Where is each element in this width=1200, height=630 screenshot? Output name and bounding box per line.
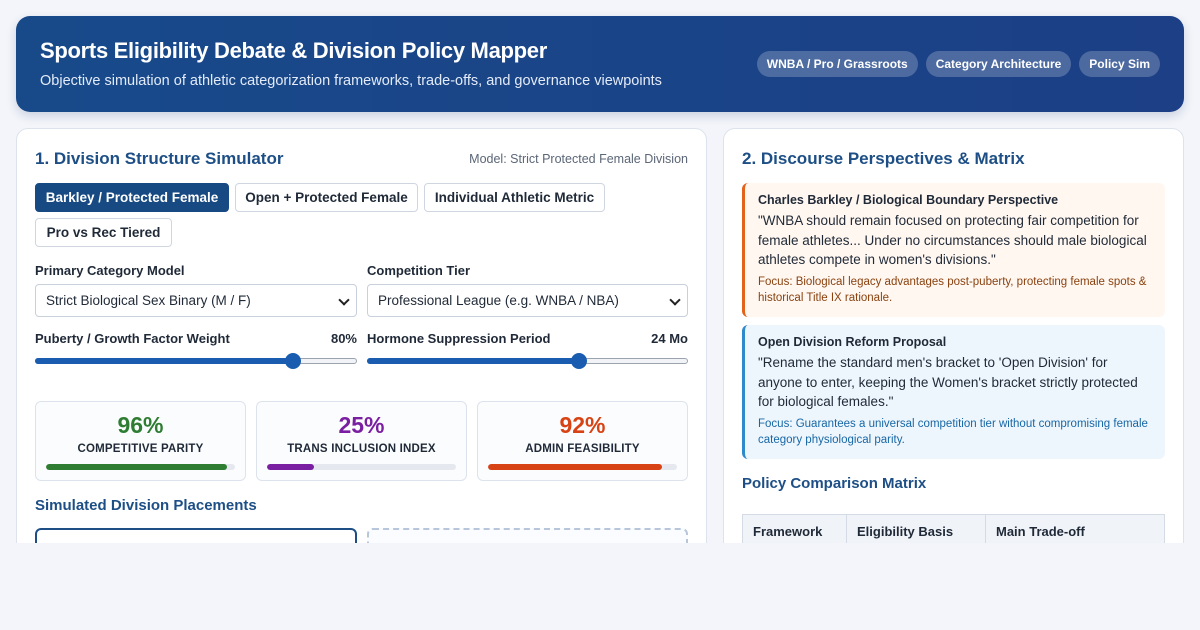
tag-policy-sim: Policy Sim (1079, 51, 1160, 77)
matrix-title: Policy Comparison Matrix (742, 475, 927, 492)
metric-bar (46, 464, 235, 470)
perspective-quote: "Rename the standard men's bracket to 'O… (758, 355, 1138, 409)
metric-value: 25% (338, 412, 385, 438)
metric-bar-fill (267, 464, 315, 470)
metric-label: TRANS INCLUSION INDEX (287, 443, 436, 455)
header-banner: Sports Eligibility Debate & Division Pol… (16, 16, 1184, 112)
preset-barkley-button[interactable]: Barkley / Protected Female (35, 183, 229, 212)
perspective-heading: Open Division Reform Proposal (758, 335, 947, 349)
chevron-down-icon (669, 294, 681, 306)
preset-open-protected-button[interactable]: Open + Protected Female (235, 183, 418, 212)
competition-tier-value: Professional League (e.g. WNBA / NBA) (378, 293, 619, 308)
competition-tier-select[interactable]: Professional League (e.g. WNBA / NBA) (367, 284, 688, 317)
category-model-select[interactable]: Strict Biological Sex Binary (M / F) (35, 284, 357, 317)
category-model-label: Primary Category Model (35, 263, 185, 278)
tag-category-architecture: Category Architecture (925, 51, 1072, 77)
metric-bar-fill (46, 464, 228, 470)
perspective-focus: Focus: Guarantees a universal competitio… (758, 417, 1148, 446)
placements-title: Simulated Division Placements (35, 497, 257, 514)
tag-wnba: WNBA / Pro / Grassroots (756, 51, 918, 77)
hormone-period-slider[interactable] (367, 353, 688, 369)
metric-value: 96% (117, 412, 164, 438)
slider-fill (35, 358, 293, 364)
simulator-title: 1. Division Structure Simulator (35, 149, 284, 168)
perspective-quote: "WNBA should remain focused on protectin… (758, 213, 1147, 267)
chevron-down-icon (338, 294, 350, 306)
viewport-cutoff (0, 543, 1200, 630)
puberty-weight-label: Puberty / Growth Factor Weight (35, 331, 230, 346)
perspective-focus: Focus: Biological legacy advantages post… (758, 275, 1147, 304)
metric-label: ADMIN FEASIBILITY (525, 443, 640, 455)
metric-card-feasibility: 92% ADMIN FEASIBILITY (477, 401, 688, 481)
metric-label: COMPETITIVE PARITY (77, 443, 204, 455)
category-model-value: Strict Biological Sex Binary (M / F) (46, 293, 251, 308)
slider-thumb[interactable] (284, 353, 301, 369)
metric-bar-fill (488, 464, 662, 470)
perspective-heading: Charles Barkley / Biological Boundary Pe… (758, 193, 1059, 207)
perspectives-title: 2. Discourse Perspectives & Matrix (742, 149, 1025, 168)
metric-bar (488, 464, 677, 470)
slider-thumb[interactable] (570, 353, 587, 369)
hormone-period-label: Hormone Suppression Period (367, 331, 551, 346)
perspective-card-barkley: Charles Barkley / Biological Boundary Pe… (742, 183, 1165, 317)
model-label: Model: Strict Protected Female Division (469, 152, 688, 166)
puberty-weight-slider[interactable] (35, 353, 357, 369)
metric-card-inclusion: 25% TRANS INCLUSION INDEX (256, 401, 467, 481)
preset-pro-rec-button[interactable]: Pro vs Rec Tiered (35, 218, 172, 247)
metric-bar (267, 464, 456, 470)
puberty-weight-value: 80% (330, 331, 357, 346)
preset-individual-metric-button[interactable]: Individual Athletic Metric (424, 183, 605, 212)
page-subtitle: Objective simulation of athletic categor… (40, 73, 662, 89)
header-tags: WNBA / Pro / Grassroots Category Archite… (756, 51, 1160, 77)
perspectives-panel: 2. Discourse Perspectives & Matrix Charl… (723, 128, 1184, 558)
metric-card-parity: 96% COMPETITIVE PARITY (35, 401, 246, 481)
competition-tier-label: Competition Tier (367, 263, 471, 278)
hormone-period-value: 24 Mo (651, 331, 688, 346)
simulator-panel: 1. Division Structure Simulator Model: S… (16, 128, 707, 558)
perspective-card-open-division: Open Division Reform Proposal "Rename th… (742, 325, 1165, 459)
page-title: Sports Eligibility Debate & Division Pol… (40, 38, 547, 63)
slider-fill (367, 358, 579, 364)
metric-value: 92% (559, 412, 606, 438)
